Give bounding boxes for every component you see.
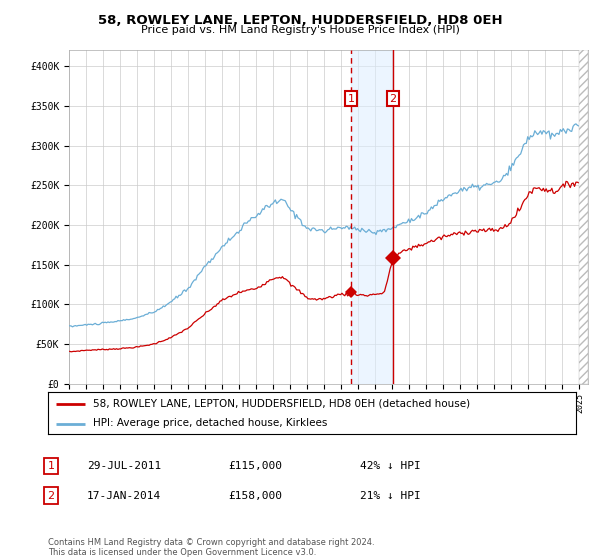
Text: 42% ↓ HPI: 42% ↓ HPI xyxy=(360,461,421,471)
Text: 29-JUL-2011: 29-JUL-2011 xyxy=(87,461,161,471)
Text: 58, ROWLEY LANE, LEPTON, HUDDERSFIELD, HD8 0EH (detached house): 58, ROWLEY LANE, LEPTON, HUDDERSFIELD, H… xyxy=(93,399,470,409)
Text: £115,000: £115,000 xyxy=(228,461,282,471)
Bar xyxy=(351,50,393,384)
Text: 21% ↓ HPI: 21% ↓ HPI xyxy=(360,491,421,501)
Text: 1: 1 xyxy=(47,461,55,471)
Text: Contains HM Land Registry data © Crown copyright and database right 2024.
This d: Contains HM Land Registry data © Crown c… xyxy=(48,538,374,557)
Text: Price paid vs. HM Land Registry's House Price Index (HPI): Price paid vs. HM Land Registry's House … xyxy=(140,25,460,35)
Text: 17-JAN-2014: 17-JAN-2014 xyxy=(87,491,161,501)
Text: HPI: Average price, detached house, Kirklees: HPI: Average price, detached house, Kirk… xyxy=(93,418,327,428)
Text: 58, ROWLEY LANE, LEPTON, HUDDERSFIELD, HD8 0EH: 58, ROWLEY LANE, LEPTON, HUDDERSFIELD, H… xyxy=(98,14,502,27)
Text: 2: 2 xyxy=(389,94,397,104)
Text: £158,000: £158,000 xyxy=(228,491,282,501)
Text: 2: 2 xyxy=(47,491,55,501)
Text: 1: 1 xyxy=(347,94,355,104)
